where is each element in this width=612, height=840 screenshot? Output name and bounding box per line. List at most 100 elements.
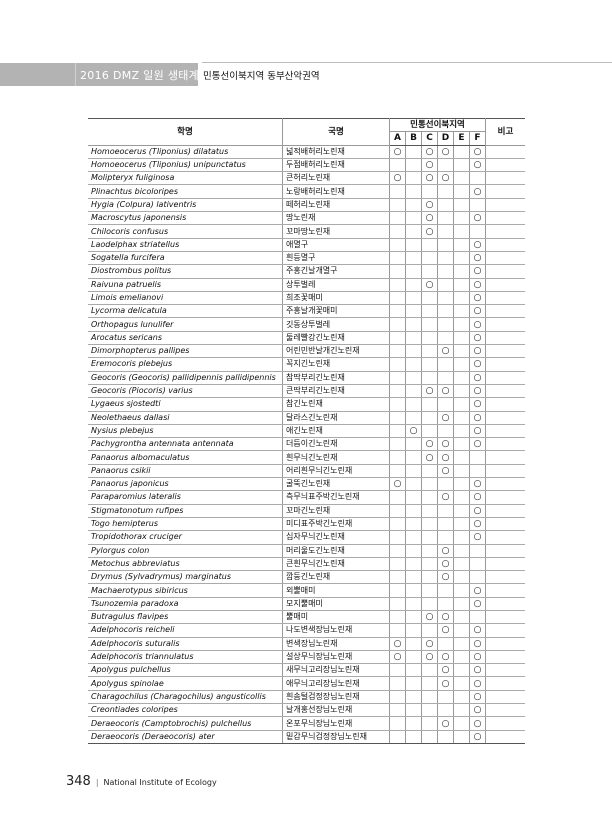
col-site-c: C <box>421 131 438 146</box>
site-b-cell <box>405 530 422 545</box>
site-d-cell <box>437 503 454 518</box>
note-cell <box>485 729 525 744</box>
scientific-name: Adelphocoris suturalis <box>88 636 283 651</box>
site-b-cell <box>405 437 422 452</box>
korean-name: 어린민반날개긴노린재 <box>282 344 390 359</box>
presence-mark: ○ <box>421 211 438 226</box>
korean-name: 머리울도긴노린재 <box>282 543 390 558</box>
site-a-cell <box>389 184 406 199</box>
site-c-cell <box>421 689 438 705</box>
korean-name: 깃동상투벌레 <box>282 317 390 332</box>
site-d-cell <box>437 636 454 651</box>
korean-name: 애무늬고리장님노린재 <box>282 676 390 691</box>
scientific-name: Pylorgus colon <box>88 543 283 558</box>
site-a-cell <box>389 623 406 638</box>
presence-mark: ○ <box>469 250 486 266</box>
scientific-name: Laodelphax striatellus <box>88 237 283 252</box>
presence-mark: ○ <box>405 423 422 439</box>
site-a-cell <box>389 397 406 412</box>
site-a-cell <box>389 423 406 439</box>
presence-mark: ○ <box>469 317 486 332</box>
scientific-name: Lygaeus sjostedti <box>88 397 283 412</box>
korean-name: 넓적배허리노린재 <box>282 144 390 159</box>
korean-name: 떼허리노린재 <box>282 197 390 213</box>
site-c-cell <box>421 237 438 252</box>
presence-mark: ○ <box>437 383 454 399</box>
table-row: Adelphocoris triannulatus 설상무늬장님노린재 ○ ○ ○ ○ <box>88 649 525 665</box>
scientific-name: Stigmatonotum rufipes <box>88 503 283 518</box>
note-cell <box>485 383 525 399</box>
presence-mark: ○ <box>469 729 486 744</box>
site-e-cell <box>453 237 470 252</box>
presence-mark: ○ <box>421 197 438 213</box>
table-row: Dimorphopterus pallipes 어린민반날개긴노린재 ○ ○ <box>88 344 525 359</box>
presence-mark: ○ <box>389 649 406 665</box>
presence-mark: ○ <box>469 330 486 346</box>
korean-name: 큰허리노린재 <box>282 171 390 186</box>
site-b-cell <box>405 344 422 359</box>
site-f-cell <box>469 197 486 213</box>
presence-mark: ○ <box>421 450 438 465</box>
site-a-cell <box>389 197 406 213</box>
table-body: Homoeocerus (Tliponius) dilatatus 넓적배허리노린… <box>88 144 525 744</box>
site-c-cell <box>421 463 438 479</box>
site-e-cell <box>453 304 470 319</box>
scientific-name: Eremocoris plebejus <box>88 357 283 372</box>
presence-mark: ○ <box>469 144 486 159</box>
site-e-cell <box>453 197 470 213</box>
site-a-cell <box>389 556 406 572</box>
korean-name: 애멸구 <box>282 237 390 252</box>
site-d-cell <box>437 423 454 439</box>
scientific-name: Dimorphopterus pallipes <box>88 344 283 359</box>
table-row: Adelphocoris suturalis 변색장님노린재 ○ ○ ○ <box>88 636 525 651</box>
site-c-cell <box>421 703 438 718</box>
site-a-cell <box>389 344 406 359</box>
site-a-cell <box>389 224 406 239</box>
site-e-cell <box>453 676 470 691</box>
table-row: Pachygrontha antennata antennata 더듬이긴노린재 ○… <box>88 437 525 452</box>
site-e-cell <box>453 623 470 638</box>
scientific-name: Plinachtus bicoloripes <box>88 184 283 199</box>
presence-mark: ○ <box>421 636 438 651</box>
note-cell <box>485 250 525 266</box>
note-cell <box>485 237 525 252</box>
note-cell <box>485 197 525 213</box>
site-d-cell <box>437 530 454 545</box>
scientific-name: Sogatella furcifera <box>88 250 283 266</box>
note-cell <box>485 317 525 332</box>
site-f-cell <box>469 171 486 186</box>
site-b-cell <box>405 676 422 691</box>
site-b-cell <box>405 503 422 518</box>
note-cell <box>485 304 525 319</box>
scientific-name: Panaorus csikii <box>88 463 283 479</box>
site-c-cell <box>421 344 438 359</box>
korean-name: 달라스긴노린재 <box>282 410 390 425</box>
presence-mark: ○ <box>389 171 406 186</box>
site-c-cell <box>421 304 438 319</box>
table-row: Panaorus albomaculatus 흰무늬긴노린재 ○ ○ <box>88 450 525 465</box>
site-e-cell <box>453 290 470 306</box>
scientific-name: Tsunozemia paradoxa <box>88 596 283 611</box>
section-title: 민통선이북지역 동부산악권역 <box>203 71 320 82</box>
korean-name: 굴뚝긴노린재 <box>282 477 390 492</box>
site-a-cell <box>389 530 406 545</box>
site-b-cell <box>405 171 422 186</box>
korean-name: 꼭지긴노린재 <box>282 357 390 372</box>
note-cell <box>485 516 525 532</box>
scientific-name: Butragulus flavipes <box>88 609 283 625</box>
scientific-name: Panaorus japonicus <box>88 477 283 492</box>
presence-mark: ○ <box>421 144 438 159</box>
scientific-name: Deraeocoris (Deraeocoris) ater <box>88 729 283 744</box>
site-e-cell <box>453 663 470 678</box>
site-e-cell <box>453 144 470 159</box>
scientific-name: Panaorus albomaculatus <box>88 450 283 465</box>
col-site-f: F <box>469 131 486 146</box>
site-c-cell <box>421 410 438 425</box>
site-e-cell <box>453 703 470 718</box>
presence-mark: ○ <box>469 383 486 399</box>
korean-name: 모지뿔매미 <box>282 596 390 611</box>
site-e-cell <box>453 317 470 332</box>
table-row: Togo hemipterus 미디표주박긴노린재 ○ <box>88 516 525 532</box>
site-e-cell <box>453 503 470 518</box>
presence-mark: ○ <box>437 556 454 572</box>
